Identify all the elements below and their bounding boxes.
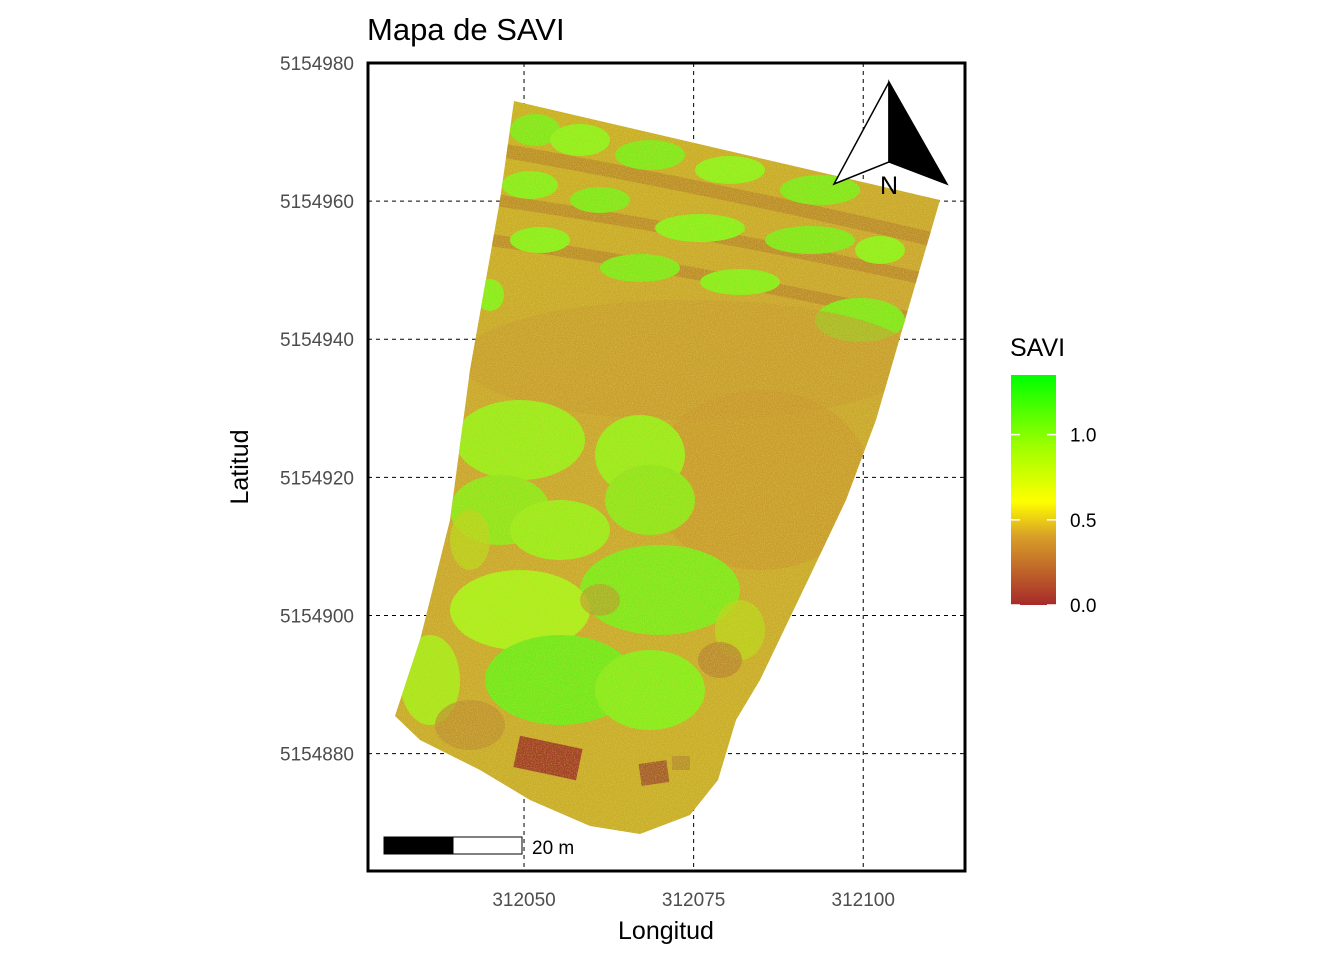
legend: SAVI 0.0 0.5 1.0 [1010, 334, 1096, 617]
x-axis-title: Longitud [618, 917, 714, 945]
legend-ticks: 0.0 0.5 1.0 [1011, 426, 1096, 617]
legend-tick-label: 0.5 [1070, 511, 1096, 532]
y-tick-label: 5154880 [280, 745, 354, 766]
legend-title: SAVI [1010, 334, 1065, 362]
legend-colorbar [1011, 375, 1056, 605]
scale-bar-black-segment [383, 836, 454, 855]
north-arrow-label: N [880, 172, 898, 200]
legend-tick-label: 0.0 [1070, 596, 1096, 617]
y-tick-label: 5154980 [280, 54, 354, 75]
map-panel-border [366, 61, 967, 873]
x-axis-ticks: 312050 312075 312100 [492, 890, 895, 911]
y-axis-ticks: 5154880 5154900 5154920 5154940 5154960 51549… [280, 54, 354, 766]
scale-bar-label: 20 m [532, 838, 574, 859]
scale-bar-white-segment [452, 836, 523, 855]
y-tick-label: 5154940 [280, 330, 354, 351]
y-tick-label: 5154920 [280, 468, 354, 489]
north-arrow-right-half [888, 79, 949, 186]
x-tick-label: 312100 [832, 890, 895, 911]
x-tick-label: 312050 [492, 890, 555, 911]
y-axis-title: Latitud [226, 429, 254, 504]
legend-tick-label: 1.0 [1070, 426, 1096, 447]
north-arrow: N [832, 79, 949, 200]
y-tick-label: 5154960 [280, 192, 354, 213]
map-title: Mapa de SAVI [367, 12, 565, 47]
scale-bar: 20 m [383, 836, 574, 859]
y-tick-label: 5154900 [280, 606, 354, 627]
x-tick-label: 312075 [662, 890, 725, 911]
